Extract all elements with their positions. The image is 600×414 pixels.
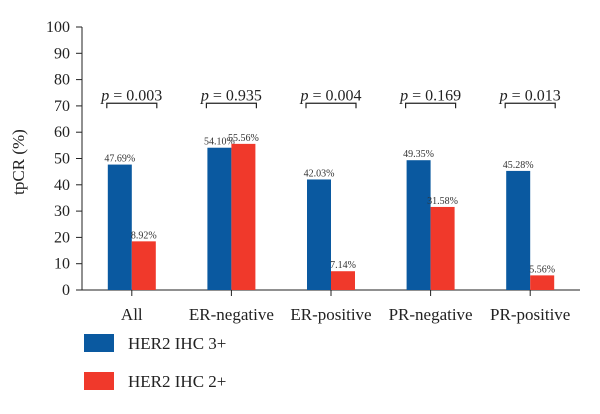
p-value-bracket	[405, 102, 457, 109]
data-label: 47.69%	[104, 154, 135, 165]
legend-swatch	[84, 334, 114, 352]
p-value-bracket	[504, 102, 556, 109]
y-tick-label: 90	[54, 45, 70, 62]
legend-label: HER2 IHC 2+	[128, 372, 226, 391]
y-axis: 0 10 20 30 40 50 60 70 80 90 100	[46, 19, 83, 299]
y-tick-label: 70	[54, 98, 70, 115]
y-tick-label: 60	[54, 124, 70, 141]
p-value-bracket	[106, 102, 158, 109]
y-tick-label: 80	[54, 72, 70, 89]
y-tick-label: 100	[46, 19, 70, 36]
p-value-label: p = 0.004	[299, 87, 361, 104]
p-value-label: p = 0.003	[100, 87, 162, 104]
y-tick-label: 20	[54, 229, 70, 246]
y-axis-title: tpCR (%)	[9, 129, 28, 195]
y-tick-label: 40	[54, 177, 70, 194]
p-value-bracket	[205, 102, 257, 109]
data-label: 7.14%	[330, 260, 356, 271]
bar	[107, 164, 132, 290]
p-value-label: p = 0.169	[399, 87, 461, 104]
legend-label: HER2 IHC 3+	[128, 334, 226, 353]
data-label: 42.03%	[304, 168, 335, 179]
x-tick-label: ER-negative	[189, 305, 274, 324]
y-tick-label: 0	[62, 282, 70, 299]
bar	[430, 206, 455, 290]
data-label: 31.58%	[427, 196, 458, 207]
p-value-bracket	[305, 102, 357, 109]
bar	[331, 271, 355, 290]
bar	[506, 170, 531, 290]
y-tick-label: 10	[54, 256, 70, 273]
bar	[131, 241, 156, 290]
x-axis: All ER-negative ER-positive PR-negative PR-p…	[82, 289, 580, 324]
legend-swatch	[84, 372, 114, 390]
x-tick-label: PR-positive	[490, 305, 570, 324]
data-label: 54.10%	[204, 137, 235, 148]
legend: HER2 IHC 3+ HER2 IHC 2+	[84, 334, 226, 391]
y-tick-label: 30	[54, 203, 70, 220]
bar	[406, 160, 431, 290]
x-tick-label: PR-negative	[389, 305, 473, 324]
data-label: 5.56%	[529, 264, 555, 275]
x-tick-label: ER-positive	[290, 305, 371, 324]
p-value-label: p = 0.935	[200, 87, 262, 104]
data-label: 45.28%	[503, 160, 534, 171]
bar	[307, 179, 331, 290]
bar	[207, 147, 232, 290]
data-label: 8.92%	[131, 230, 157, 241]
bar	[231, 143, 256, 290]
data-label: 49.35%	[403, 149, 434, 160]
x-tick-label: All	[121, 305, 143, 324]
p-value-label: p = 0.013	[499, 87, 561, 104]
bars: 47.69% 8.92% 54.10%55.56% 42.03% 7.14% 49.35%…	[104, 133, 555, 290]
y-tick-label: 50	[54, 151, 70, 168]
p-value-brackets: p = 0.003 p = 0.935 p = 0.004 p = 0.169 p = …	[100, 87, 561, 109]
bar	[530, 275, 555, 290]
data-label: 55.56%	[228, 133, 259, 144]
